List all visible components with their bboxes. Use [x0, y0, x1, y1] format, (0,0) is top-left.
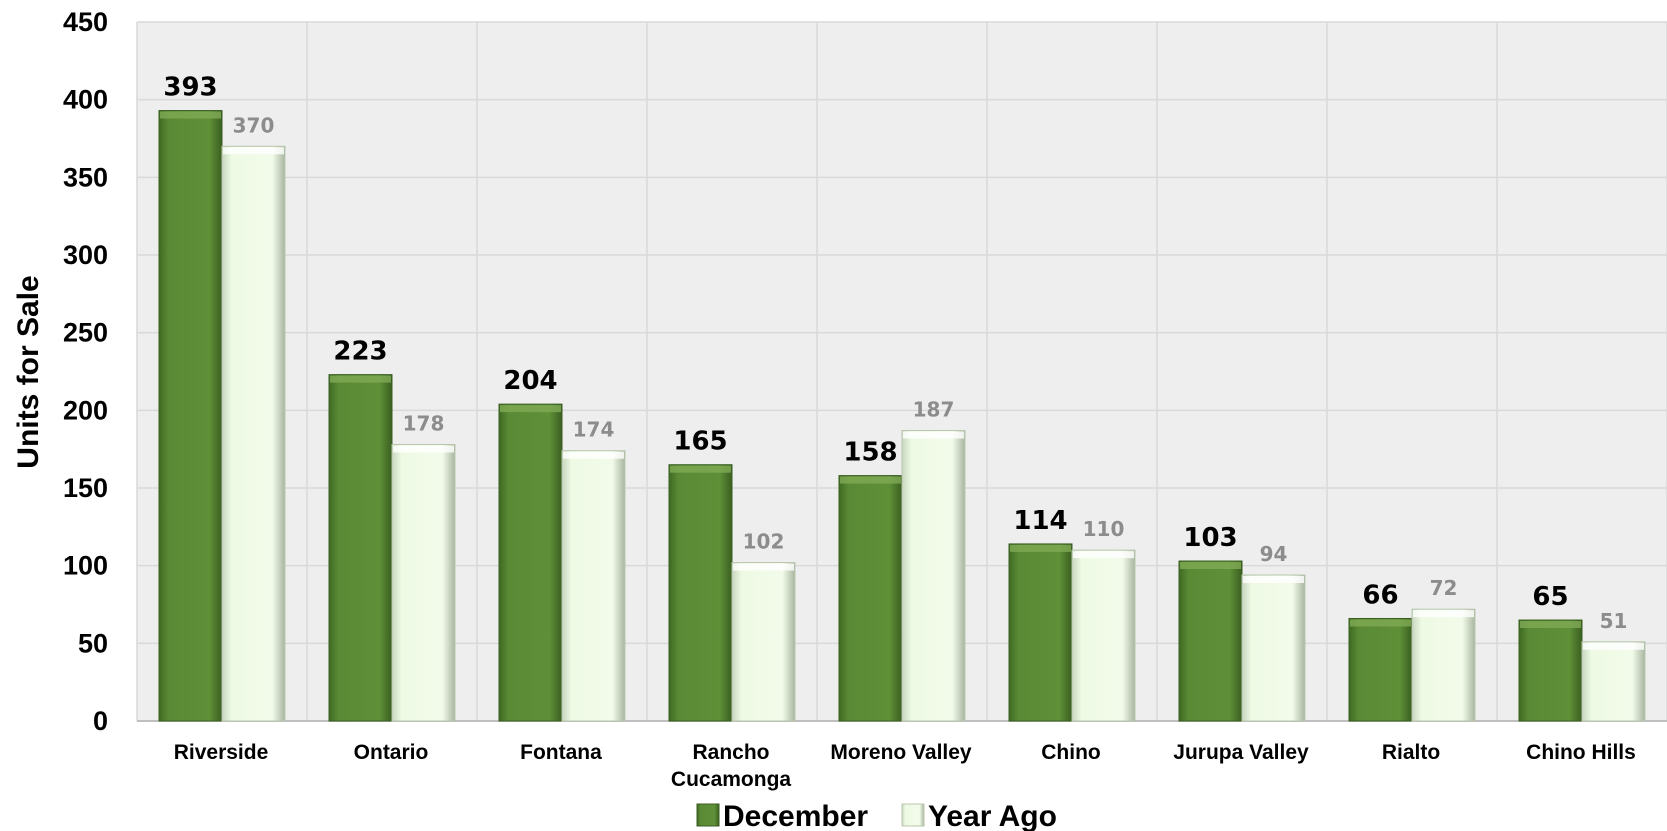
y-axis-title: Units for Sale — [12, 275, 45, 468]
bars — [158, 110, 1646, 722]
value-label-december: 114 — [1013, 506, 1067, 536]
x-tick-label: Fontana — [520, 741, 602, 764]
legend-label-december: December — [723, 800, 868, 831]
bar-top-bevel — [500, 405, 561, 413]
bar-year-ago — [221, 145, 286, 722]
bar-year-ago — [901, 430, 966, 722]
y-tick-label: 100 — [63, 551, 108, 581]
bar-december — [1348, 617, 1413, 722]
value-label-december: 223 — [333, 337, 387, 367]
bar-december — [668, 464, 733, 722]
y-tick-label: 50 — [78, 628, 108, 658]
value-label-year-ago: 94 — [1260, 542, 1288, 566]
bar-top-bevel — [733, 563, 794, 571]
value-label-year-ago: 72 — [1430, 576, 1458, 600]
y-tick-label: 200 — [63, 395, 108, 425]
bar-year-ago — [1411, 608, 1476, 722]
bar-top-bevel — [393, 445, 454, 453]
x-axis-labels: Riverside Ontario Fontana Rancho Cucamonga Mo… — [174, 741, 1636, 791]
bar-top-bevel — [330, 375, 391, 383]
value-label-december: 165 — [673, 427, 727, 457]
bar-top-bevel — [563, 451, 624, 459]
x-tick-label: Chino — [1041, 741, 1100, 764]
y-tick-label: 450 — [63, 7, 108, 37]
x-tick-label: Chino Hills — [1526, 741, 1636, 764]
x-tick-label: Moreno Valley — [830, 741, 972, 764]
bar-top-bevel — [1073, 551, 1134, 559]
bar-year-ago — [731, 562, 796, 722]
bar-top-bevel — [1583, 642, 1644, 650]
value-label-december: 66 — [1362, 580, 1398, 610]
bar-year-ago — [1071, 549, 1136, 722]
bar-top-bevel — [670, 465, 731, 473]
x-tick-label: Ontario — [354, 741, 429, 764]
bar-top-bevel — [223, 147, 284, 155]
bar-top-bevel — [1520, 621, 1581, 629]
value-label-year-ago: 51 — [1600, 609, 1628, 633]
legend-swatch-year-ago — [901, 803, 925, 827]
legend-swatch-december — [696, 803, 720, 827]
x-tick-label: Jurupa Valley — [1173, 741, 1309, 764]
value-label-december: 204 — [503, 366, 557, 396]
y-tick-label: 300 — [63, 240, 108, 270]
x-tick-label: Rancho — [692, 741, 769, 764]
bar-top-bevel — [1243, 575, 1304, 583]
y-tick-label: 400 — [63, 85, 108, 115]
x-tick-label: Riverside — [174, 741, 269, 764]
value-label-year-ago: 174 — [573, 418, 615, 442]
bar-top-bevel — [1350, 619, 1411, 627]
y-axis-ticks: 0 50 100 150 200 250 300 350 400 450 — [63, 7, 108, 736]
legend-label-year-ago: Year Ago — [928, 800, 1057, 831]
bar-top-bevel — [1413, 610, 1474, 618]
bar-top-bevel — [160, 111, 221, 119]
value-label-year-ago: 178 — [403, 412, 445, 436]
y-tick-label: 250 — [63, 318, 108, 348]
y-tick-label: 350 — [63, 162, 108, 192]
bar-year-ago — [1241, 574, 1306, 722]
value-label-december: 393 — [163, 73, 217, 103]
bar-december — [158, 110, 223, 722]
bar-december — [328, 374, 393, 722]
bar-top-bevel — [903, 431, 964, 439]
value-labels: 393 370 223 178 204 174 165 102 158 187 114 110 103 9… — [163, 73, 1627, 633]
value-label-year-ago: 370 — [233, 113, 275, 137]
value-label-december: 158 — [843, 438, 897, 468]
bar-december — [838, 475, 903, 722]
bar-year-ago — [391, 444, 456, 722]
legend: December Year Ago — [696, 800, 1057, 831]
value-label-year-ago: 110 — [1083, 517, 1125, 541]
value-label-december: 65 — [1532, 582, 1568, 612]
bar-top-bevel — [1180, 562, 1241, 570]
bar-year-ago — [561, 450, 626, 722]
bar-december — [1008, 543, 1073, 722]
bar-year-ago — [1581, 641, 1646, 722]
bar-top-bevel — [840, 476, 901, 484]
value-label-december: 103 — [1183, 523, 1237, 553]
bar-top-bevel — [1010, 544, 1071, 552]
bar-december — [498, 403, 563, 722]
y-tick-label: 150 — [63, 473, 108, 503]
bar-december — [1518, 619, 1583, 722]
y-tick-label: 0 — [93, 706, 108, 736]
value-label-year-ago: 187 — [913, 398, 955, 422]
x-tick-label: Rialto — [1382, 741, 1440, 764]
x-tick-label: Cucamonga — [671, 768, 792, 791]
value-label-year-ago: 102 — [743, 530, 785, 554]
bar-december — [1178, 560, 1243, 722]
